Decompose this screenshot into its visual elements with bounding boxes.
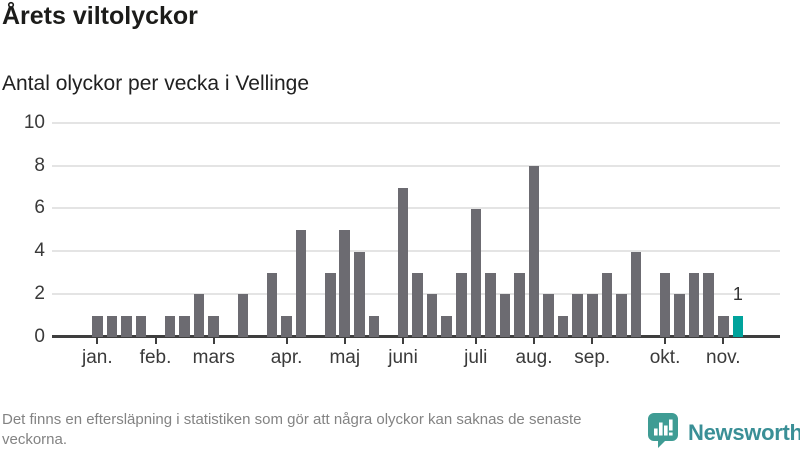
bar xyxy=(106,315,118,337)
x-axis-label: maj xyxy=(329,347,361,368)
gridline xyxy=(52,207,780,210)
bar xyxy=(717,315,729,337)
x-axis-label: nov. xyxy=(706,347,741,368)
y-axis-label: 0 xyxy=(34,325,45,347)
bar xyxy=(674,294,685,337)
gridline xyxy=(52,164,780,167)
gridline xyxy=(52,250,780,253)
bar xyxy=(92,315,103,337)
bar xyxy=(528,166,540,337)
bar xyxy=(164,315,176,337)
x-axis-label: mars xyxy=(192,347,235,368)
y-axis-label: 6 xyxy=(34,197,45,219)
bar xyxy=(368,315,380,337)
x-axis-label: jan. xyxy=(81,347,113,368)
x-axis-label: aug. xyxy=(515,347,553,368)
newsworthy-bubble-chart-icon xyxy=(648,413,678,450)
bar xyxy=(266,272,278,337)
bar xyxy=(339,230,351,337)
bar xyxy=(514,272,525,337)
bar xyxy=(135,315,147,337)
bar-value-label: 1 xyxy=(732,283,743,304)
y-axis-label: 10 xyxy=(23,112,45,133)
bar xyxy=(397,187,409,337)
bar xyxy=(572,294,583,337)
bar xyxy=(601,272,613,337)
x-axis-tick xyxy=(591,338,594,344)
newsworthy-logo: Newsworthy xyxy=(648,413,800,450)
bar xyxy=(630,251,642,337)
footnote: Det finns en eftersläpning i statistiken… xyxy=(2,411,582,448)
x-axis-tick xyxy=(285,338,288,344)
bar xyxy=(616,294,627,337)
x-axis-tick xyxy=(402,338,405,344)
bar xyxy=(586,294,598,337)
x-axis-label: sep. xyxy=(574,347,611,368)
gridline xyxy=(52,122,780,124)
x-axis-tick xyxy=(212,338,215,344)
bar xyxy=(441,315,452,337)
x-axis-tick xyxy=(343,338,346,344)
x-axis-label: juni xyxy=(388,347,418,368)
newsworthy-wordmark: Newsworthy xyxy=(688,420,800,445)
x-axis-tick xyxy=(96,338,99,344)
chart-title: Årets viltolyckor xyxy=(2,2,198,30)
x-axis-label: okt. xyxy=(649,347,681,368)
bar xyxy=(208,315,220,337)
bar xyxy=(499,294,511,337)
y-axis-label: 4 xyxy=(34,240,45,262)
bar xyxy=(688,272,700,337)
bar xyxy=(121,315,132,337)
bar xyxy=(354,251,365,337)
bar xyxy=(470,208,482,337)
bar xyxy=(295,230,307,337)
bar xyxy=(659,272,671,337)
x-axis-label: feb. xyxy=(139,347,172,368)
bar xyxy=(703,272,715,337)
bar-highlighted xyxy=(732,315,744,337)
bar xyxy=(455,272,467,337)
bar xyxy=(179,315,190,337)
bar xyxy=(193,294,205,337)
chart-subtitle: Antal olyckor per vecka i Vellinge xyxy=(2,72,309,95)
x-axis-label: juli xyxy=(464,347,488,368)
x-axis-tick xyxy=(722,338,725,344)
x-axis-label: apr. xyxy=(270,347,303,368)
bar xyxy=(426,294,438,337)
x-axis-tick xyxy=(664,338,667,344)
x-axis-tick xyxy=(154,338,157,344)
x-axis-tick xyxy=(474,338,477,344)
bar xyxy=(557,315,569,337)
x-axis-tick xyxy=(533,338,536,344)
bar xyxy=(237,294,249,337)
y-axis-label: 2 xyxy=(34,282,45,304)
bar xyxy=(281,315,292,337)
bar xyxy=(543,294,554,337)
bar xyxy=(412,272,423,337)
bar xyxy=(485,272,496,337)
y-axis-label: 8 xyxy=(34,154,45,176)
bar xyxy=(324,272,336,337)
